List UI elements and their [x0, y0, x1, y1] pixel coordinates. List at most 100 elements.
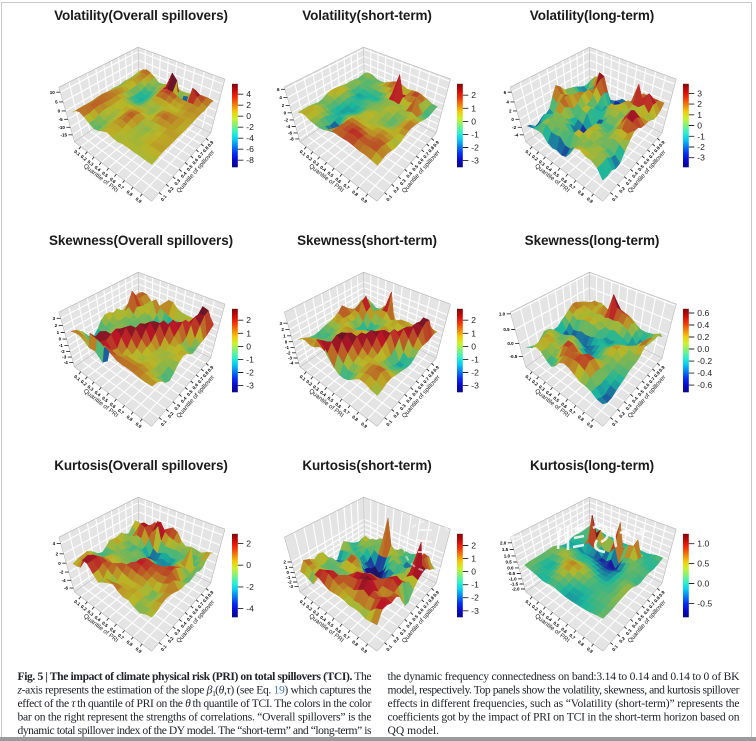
svg-text:0.1: 0.1	[299, 599, 307, 607]
svg-text:1.0: 1.0	[499, 311, 506, 316]
svg-text:0.5: 0.5	[637, 614, 645, 622]
svg-text:-0.6: -0.6	[697, 380, 712, 390]
svg-text:0.1: 0.1	[299, 149, 307, 157]
svg-text:Fig. 5 | The impact of climate: Fig. 5 | The impact of climate physical …	[18, 670, 372, 683]
svg-text:0.1: 0.1	[611, 644, 619, 652]
svg-text:0.8: 0.8	[202, 370, 210, 378]
svg-text:0.2: 0.2	[305, 604, 313, 612]
svg-text:0.7: 0.7	[568, 408, 576, 416]
svg-text:-1: -1	[471, 129, 479, 139]
svg-text:0.6: 0.6	[560, 401, 568, 409]
svg-text:0.4: 0.4	[405, 620, 413, 628]
svg-text:0.4: 0.4	[545, 390, 553, 398]
svg-text:0.2: 0.2	[618, 185, 626, 193]
svg-text:0.5: 0.5	[186, 164, 194, 172]
svg-text:0.3: 0.3	[86, 609, 94, 617]
svg-text:0.3: 0.3	[538, 609, 546, 617]
svg-text:0.6: 0.6	[191, 382, 199, 390]
svg-text:0.0: 0.0	[507, 566, 514, 571]
svg-text:0.2: 0.2	[531, 379, 539, 387]
svg-text:0.9: 0.9	[432, 364, 440, 372]
svg-text:-0.5: -0.5	[697, 598, 712, 608]
svg-text:0.7: 0.7	[197, 601, 205, 609]
svg-text:0.1: 0.1	[611, 419, 619, 427]
svg-text:0.2: 0.2	[80, 604, 88, 612]
svg-text:-2: -2	[284, 118, 288, 123]
svg-text:0.9: 0.9	[135, 646, 143, 654]
svg-text:0.4: 0.4	[319, 615, 327, 623]
svg-text:0.8: 0.8	[427, 595, 435, 603]
svg-text:effects in different frequenci: effects in different frequencies, such a…	[388, 697, 740, 710]
svg-text:0.7: 0.7	[342, 183, 350, 191]
svg-text:0.3: 0.3	[173, 178, 181, 186]
svg-text:0.3: 0.3	[86, 159, 94, 167]
svg-text:0.3: 0.3	[625, 178, 633, 186]
svg-text:-4: -4	[246, 133, 254, 143]
svg-text:-5: -5	[59, 117, 63, 122]
svg-text:2: 2	[246, 315, 251, 325]
svg-text:2: 2	[282, 103, 285, 108]
svg-text:0.4: 0.4	[180, 395, 188, 403]
svg-text:-3: -3	[471, 156, 479, 166]
svg-text:0.2: 0.2	[392, 635, 400, 643]
svg-text:1.5: 1.5	[502, 547, 509, 552]
svg-text:2: 2	[471, 90, 476, 100]
svg-text:0.9: 0.9	[207, 139, 215, 147]
svg-text:0: 0	[284, 110, 287, 115]
svg-text:0.4: 0.4	[94, 390, 102, 398]
svg-text:0.3: 0.3	[538, 159, 546, 167]
svg-text:effect of the τ th quantile of: effect of the τ th quantile of PRI on th…	[18, 697, 372, 710]
svg-text:0.7: 0.7	[197, 376, 205, 384]
svg-text:0.5: 0.5	[186, 614, 194, 622]
svg-text:2: 2	[471, 315, 476, 325]
svg-text:-3: -3	[697, 153, 705, 163]
svg-text:0.9: 0.9	[658, 139, 666, 147]
svg-text:0.6: 0.6	[109, 401, 117, 409]
svg-text:0.6: 0.6	[643, 382, 651, 390]
svg-text:0.3: 0.3	[625, 403, 633, 411]
svg-text:0.4: 0.4	[631, 620, 639, 628]
svg-text:4: 4	[53, 541, 56, 546]
svg-text:3: 3	[279, 321, 282, 326]
svg-text:0.6: 0.6	[417, 157, 425, 165]
svg-text:1: 1	[471, 554, 476, 564]
svg-text:0.2: 0.2	[531, 154, 539, 162]
svg-text:0.9: 0.9	[586, 196, 594, 204]
svg-text:0.7: 0.7	[117, 408, 125, 416]
svg-text:-3: -3	[288, 356, 292, 361]
svg-text:-2: -2	[471, 143, 479, 153]
svg-text:2: 2	[471, 541, 476, 551]
svg-text:-10: -10	[58, 125, 65, 130]
svg-text:0.4: 0.4	[405, 170, 413, 178]
svg-text:0.9: 0.9	[207, 589, 215, 597]
svg-text:1: 1	[285, 565, 288, 570]
svg-text:-0.4: -0.4	[697, 368, 712, 378]
svg-text:1: 1	[283, 333, 286, 338]
svg-text:0: 0	[59, 337, 62, 342]
svg-text:-15: -15	[60, 132, 67, 137]
svg-text:coefficients got by the impact: coefficients got by the impact of PRI on…	[388, 711, 740, 724]
svg-text:0.9: 0.9	[586, 646, 594, 654]
svg-text:0.3: 0.3	[86, 384, 94, 392]
svg-text:0.4: 0.4	[631, 395, 639, 403]
svg-text:0.3: 0.3	[399, 628, 407, 636]
svg-text:2: 2	[509, 109, 512, 114]
svg-text:0.1: 0.1	[299, 374, 307, 382]
svg-text:0.6: 0.6	[643, 607, 651, 615]
svg-text:0.6: 0.6	[334, 401, 342, 409]
svg-text:-3: -3	[246, 381, 254, 391]
svg-text:-1: -1	[697, 131, 705, 141]
svg-text:0.9: 0.9	[360, 196, 368, 204]
svg-text:0.5: 0.5	[101, 395, 109, 403]
svg-text:0: 0	[697, 121, 702, 131]
svg-text:-2: -2	[471, 593, 479, 603]
svg-text:0.6: 0.6	[643, 157, 651, 165]
svg-text:1: 1	[697, 110, 702, 120]
svg-text:0.7: 0.7	[422, 601, 430, 609]
svg-text:2: 2	[281, 327, 284, 332]
svg-text:0.6: 0.6	[697, 308, 709, 318]
svg-text:0.6: 0.6	[334, 176, 342, 184]
svg-text:0.5: 0.5	[552, 620, 560, 628]
svg-text:1: 1	[57, 330, 60, 335]
svg-text:0: 0	[471, 567, 476, 577]
